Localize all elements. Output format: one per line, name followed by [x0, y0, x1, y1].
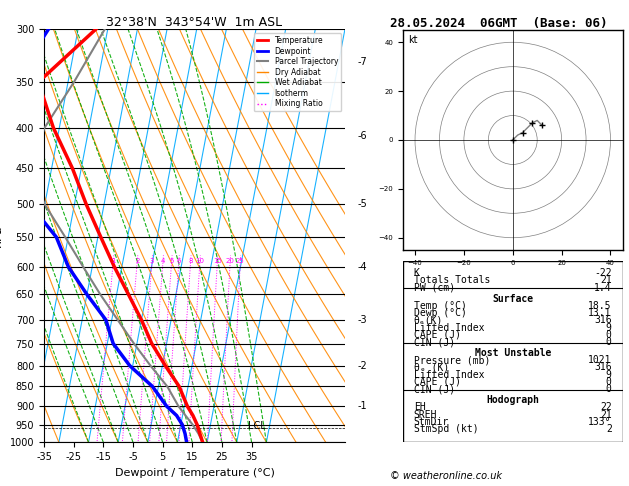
Text: K: K — [414, 268, 420, 278]
Text: 316: 316 — [594, 363, 612, 372]
Text: 9: 9 — [606, 370, 612, 380]
Text: LCL: LCL — [248, 421, 266, 431]
X-axis label: Dewpoint / Temperature (°C): Dewpoint / Temperature (°C) — [114, 468, 274, 478]
Text: Temp (°C): Temp (°C) — [414, 301, 467, 311]
Text: Lifted Index: Lifted Index — [414, 370, 484, 380]
Text: 1.4: 1.4 — [594, 283, 612, 293]
Text: θₑ (K): θₑ (K) — [414, 363, 449, 372]
Text: -3: -3 — [357, 315, 367, 325]
Text: 133°: 133° — [588, 417, 612, 427]
Title: 32°38'N  343°54'W  1m ASL: 32°38'N 343°54'W 1m ASL — [106, 16, 282, 29]
Text: 0: 0 — [606, 337, 612, 347]
Text: 10: 10 — [196, 258, 204, 264]
Text: 8: 8 — [189, 258, 193, 264]
Text: 2: 2 — [606, 424, 612, 434]
Text: CIN (J): CIN (J) — [414, 384, 455, 394]
Text: Totals Totals: Totals Totals — [414, 276, 490, 285]
Text: CIN (J): CIN (J) — [414, 337, 455, 347]
Text: © weatheronline.co.uk: © weatheronline.co.uk — [390, 471, 502, 481]
Text: Pressure (mb): Pressure (mb) — [414, 355, 490, 365]
Text: 0: 0 — [606, 384, 612, 394]
Text: 3: 3 — [150, 258, 154, 264]
Text: Hodograph: Hodograph — [486, 395, 539, 405]
Text: CAPE (J): CAPE (J) — [414, 330, 461, 340]
Legend: Temperature, Dewpoint, Parcel Trajectory, Dry Adiabat, Wet Adiabat, Isotherm, Mi: Temperature, Dewpoint, Parcel Trajectory… — [254, 33, 341, 111]
Text: 22: 22 — [600, 402, 612, 412]
Text: 4: 4 — [161, 258, 165, 264]
Text: -22: -22 — [594, 268, 612, 278]
Text: Surface: Surface — [493, 294, 533, 304]
Text: 20: 20 — [226, 258, 235, 264]
Text: 15: 15 — [213, 258, 222, 264]
Text: Most Unstable: Most Unstable — [474, 348, 551, 358]
Text: CAPE (J): CAPE (J) — [414, 377, 461, 387]
Text: -7: -7 — [357, 57, 367, 67]
Text: 2: 2 — [135, 258, 140, 264]
Text: 25: 25 — [236, 258, 245, 264]
Text: SREH: SREH — [414, 410, 437, 419]
Text: 316: 316 — [594, 315, 612, 325]
Text: EH: EH — [414, 402, 426, 412]
Text: 13.1: 13.1 — [588, 308, 612, 318]
Text: 0: 0 — [606, 377, 612, 387]
Text: 18.5: 18.5 — [588, 301, 612, 311]
Text: StmDir: StmDir — [414, 417, 449, 427]
Text: 1021: 1021 — [588, 355, 612, 365]
Text: 6: 6 — [177, 258, 181, 264]
Text: 28.05.2024  06GMT  (Base: 06): 28.05.2024 06GMT (Base: 06) — [390, 17, 608, 30]
Text: 21: 21 — [600, 410, 612, 419]
Text: 21: 21 — [600, 276, 612, 285]
Text: 0: 0 — [606, 330, 612, 340]
Text: -6: -6 — [357, 131, 367, 141]
Text: -4: -4 — [357, 262, 367, 272]
Y-axis label: hPa: hPa — [0, 225, 4, 247]
Text: 5: 5 — [169, 258, 174, 264]
Text: StmSpd (kt): StmSpd (kt) — [414, 424, 479, 434]
Text: kt: kt — [408, 35, 417, 45]
Text: -1: -1 — [357, 401, 367, 411]
Text: PW (cm): PW (cm) — [414, 283, 455, 293]
Text: -2: -2 — [357, 361, 367, 371]
Text: -5: -5 — [357, 199, 367, 209]
Text: Dewp (°C): Dewp (°C) — [414, 308, 467, 318]
Text: Lifted Index: Lifted Index — [414, 323, 484, 332]
Text: 9: 9 — [606, 323, 612, 332]
Text: θₑ(K): θₑ(K) — [414, 315, 443, 325]
Text: 1: 1 — [111, 258, 116, 264]
